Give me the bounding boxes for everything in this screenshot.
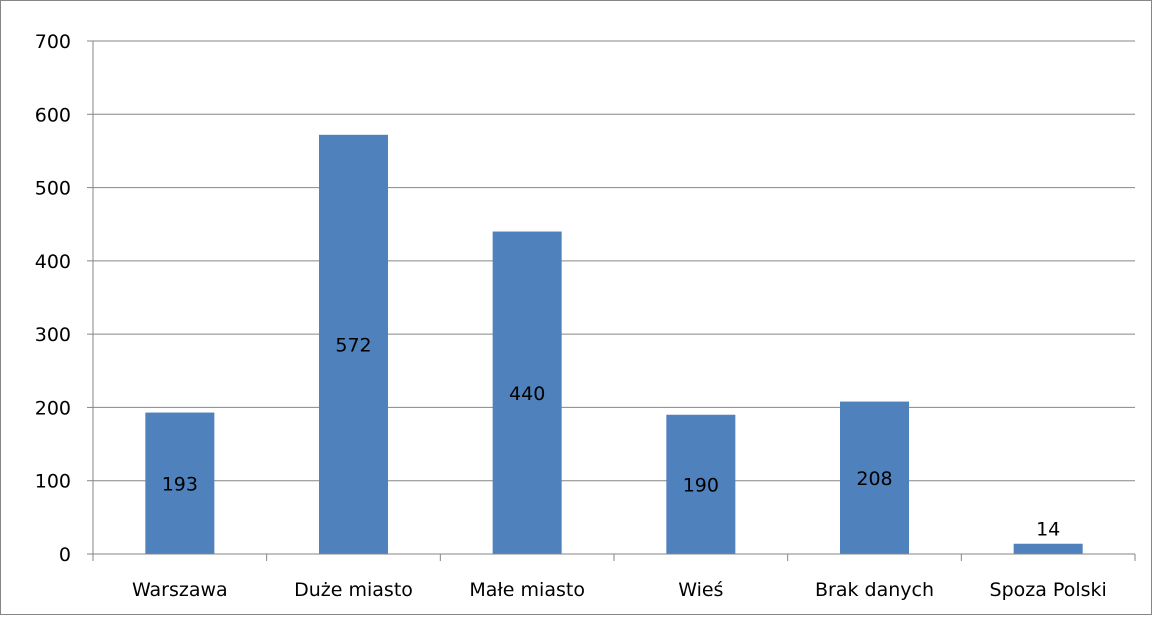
y-tick-label: 700 [35,31,71,53]
bar-1 [319,134,388,554]
data-label: 193 [162,473,198,495]
data-label: 14 [1036,519,1060,541]
bar-5 [1013,543,1083,554]
y-tick-label: 400 [35,251,71,273]
data-label: 208 [856,468,892,490]
x-tick-label: Małe miasto [469,579,585,601]
x-tick-label: Spoza Polski [990,579,1107,601]
x-tick-label: Wieś [678,579,723,601]
x-tick-label: Brak danych [815,579,934,601]
x-tick-labels: Warszawa Duże miasto Małe miasto Wieś Brak d… [132,579,1107,601]
y-tick-label: 100 [35,471,71,493]
bar-3 [666,414,736,554]
y-tick-label: 500 [35,178,71,200]
y-tick-label: 300 [35,324,71,346]
y-tick-label: 200 [35,397,71,419]
bars [145,134,1083,555]
x-tick-label: Duże miasto [294,579,413,601]
bar-2 [492,231,562,555]
bar-4 [840,401,909,554]
data-label: 440 [509,383,545,405]
y-tick-label: 600 [35,104,71,126]
gridlines [93,40,1135,482]
data-label: 190 [683,474,719,496]
data-label: 572 [335,334,371,356]
y-tick-label: 0 [59,544,71,566]
data-labels: 193 572 440 190 208 14 [162,334,1061,540]
axes [87,40,1136,561]
y-tick-labels: 0 100 200 300 400 500 600 700 [35,31,71,566]
x-tick-label: Warszawa [132,579,228,601]
bar-0 [145,412,215,554]
